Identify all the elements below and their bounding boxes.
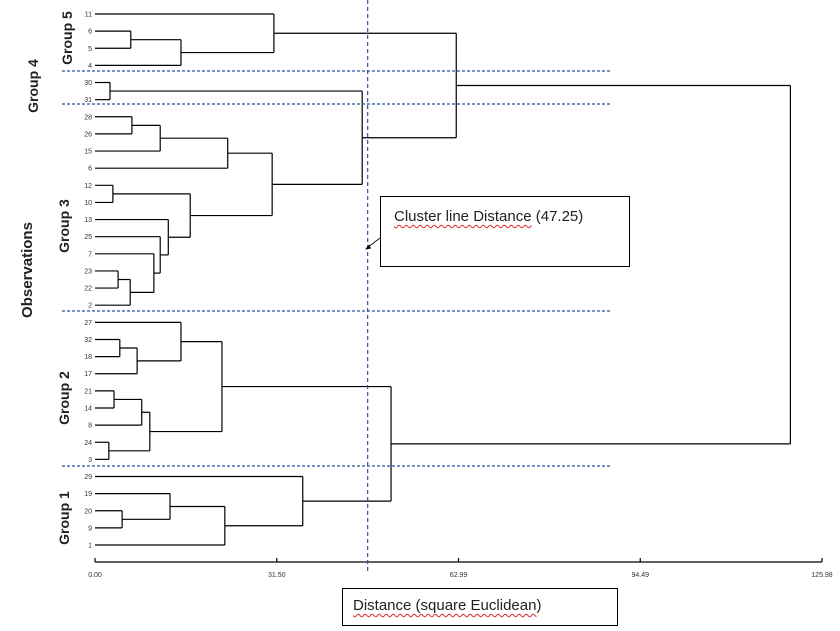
annotation-text: Cluster line Distance <box>394 208 532 225</box>
x-axis-label-box: Distance (square Euclidean) <box>342 588 618 626</box>
leaf-label: 5 <box>88 46 92 53</box>
group-label-5: Group 5 <box>59 11 75 65</box>
annotation-box: Cluster line Distance (47.25) <box>380 196 630 267</box>
leaf-label: 27 <box>84 320 92 327</box>
leaf-label: 29 <box>84 474 92 481</box>
leaf-label: 21 <box>84 388 92 395</box>
leaf-label: 19 <box>84 491 92 498</box>
leaf-label: 17 <box>84 371 92 378</box>
x-axis-label-end: ) <box>536 597 542 614</box>
arrow-head-icon <box>365 244 371 250</box>
leaf-label: 28 <box>84 114 92 121</box>
leaf-label: 9 <box>88 525 92 532</box>
leaf-label: 7 <box>88 251 92 258</box>
leaf-label: 12 <box>84 183 92 190</box>
x-tick-label: 94.49 <box>631 572 649 579</box>
leaf-label: 1 <box>88 543 92 550</box>
leaf-label: 30 <box>84 80 92 87</box>
x-axis-label: Distance (square Euclidean <box>353 597 537 614</box>
x-tick-label: 0.00 <box>88 572 102 579</box>
leaf-label: 6 <box>88 29 92 36</box>
group-label-1: Group 1 <box>56 491 72 545</box>
x-tick-label: 62.99 <box>450 572 468 579</box>
x-tick-label: 125.98 <box>811 572 833 579</box>
leaf-label: 6 <box>88 166 92 173</box>
leaf-label: 2 <box>88 303 92 310</box>
leaf-label: 31 <box>84 97 92 104</box>
y-axis-label: Observations <box>19 222 36 318</box>
annotation-value: (47.25) <box>531 208 584 225</box>
leaf-label: 11 <box>85 12 92 19</box>
leaf-label: 15 <box>84 149 92 156</box>
group-label-4: Group 4 <box>25 59 41 113</box>
leaf-label: 24 <box>84 440 92 447</box>
group-label-3: Group 3 <box>56 199 72 253</box>
leaf-label: 4 <box>88 63 92 70</box>
leaf-label: 23 <box>84 268 92 275</box>
leaf-label: 20 <box>84 508 92 515</box>
group-label-2: Group 2 <box>56 371 72 425</box>
leaf-label: 26 <box>84 131 92 138</box>
leaf-label: 14 <box>84 405 92 412</box>
leaf-label: 18 <box>84 354 92 361</box>
leaf-label: 8 <box>88 423 92 430</box>
leaf-label: 13 <box>84 217 92 224</box>
leaf-label: 25 <box>84 234 92 241</box>
x-tick-label: 31.50 <box>268 572 286 579</box>
leaf-label: 3 <box>88 457 92 464</box>
leaf-label: 32 <box>84 337 92 344</box>
leaf-label: 10 <box>84 200 92 207</box>
leaf-label: 22 <box>84 286 92 293</box>
